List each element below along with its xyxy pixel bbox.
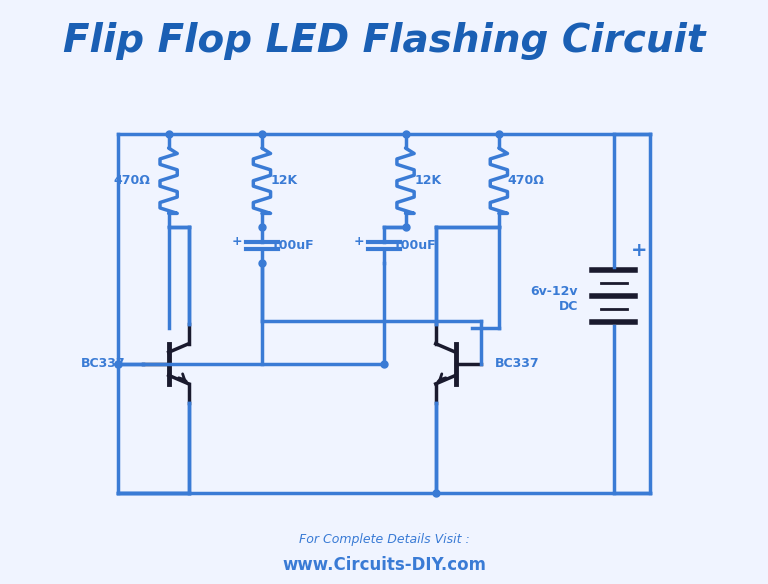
Text: www.Circuits-DIY.com: www.Circuits-DIY.com (282, 556, 486, 574)
Text: BC337: BC337 (81, 357, 125, 370)
Text: 100uF: 100uF (392, 239, 436, 252)
Text: +: + (232, 235, 243, 248)
Text: 12K: 12K (414, 174, 442, 187)
Text: 6v-12v
DC: 6v-12v DC (531, 285, 578, 313)
Text: 470Ω: 470Ω (114, 174, 151, 187)
Text: 12K: 12K (270, 174, 298, 187)
Text: BC337: BC337 (495, 357, 540, 370)
Text: Flip Flop LED Flashing Circuit: Flip Flop LED Flashing Circuit (63, 22, 705, 60)
Text: 470Ω: 470Ω (508, 174, 545, 187)
Text: +: + (354, 235, 365, 248)
Text: +: + (631, 241, 647, 260)
Text: For Complete Details Visit :: For Complete Details Visit : (299, 533, 469, 546)
Text: 100uF: 100uF (270, 239, 314, 252)
